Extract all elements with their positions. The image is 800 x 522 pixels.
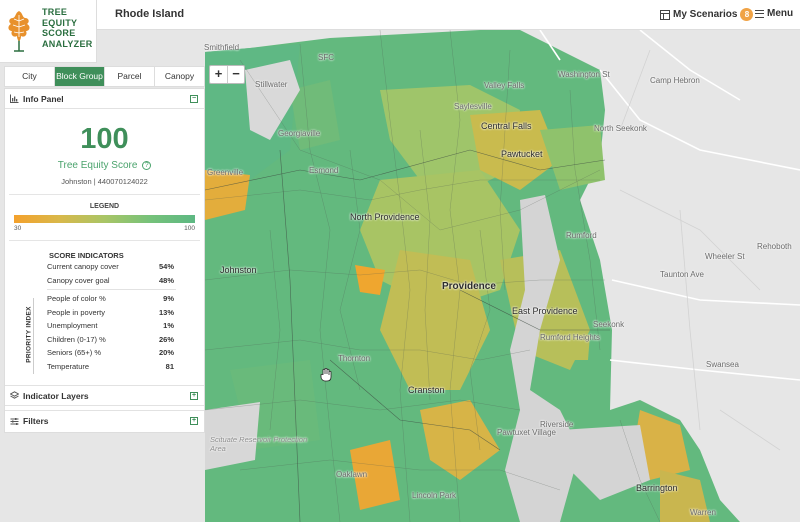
divider xyxy=(9,240,200,241)
label-scituate-reservoir: Scituate Reservoir Protection Area xyxy=(210,435,308,453)
label-north-seekonk: North Seekonk xyxy=(594,124,647,133)
label-rumford: Rumford xyxy=(566,231,597,240)
indicator-row: Children (0-17) % 26% xyxy=(47,334,174,344)
side-panel: Info Panel − 100 Tree Equity Score ? Joh… xyxy=(4,88,205,433)
label-seekonk: Seekonk xyxy=(593,320,625,329)
info-panel-title: Info Panel xyxy=(23,93,64,104)
label-valley-falls: Valley Falls xyxy=(484,81,525,90)
label-greenville: Greenville xyxy=(207,168,244,177)
label-rehoboth: Rehoboth xyxy=(757,242,792,251)
my-scenarios-button[interactable]: My Scenarios 8 xyxy=(660,8,754,21)
score-indicators-title: SCORE INDICATORS xyxy=(49,251,124,260)
legend-range: 30 100 xyxy=(14,225,195,232)
oak-leaf-icon xyxy=(8,11,30,52)
sliders-icon xyxy=(10,417,19,425)
label-taunton-ave: Taunton Ave xyxy=(660,270,704,279)
label-barrington: Barrington xyxy=(636,483,678,493)
label-sfc: SFC xyxy=(318,53,334,62)
legend-min: 30 xyxy=(14,225,22,232)
indicator-row: Seniors (65+) % 20% xyxy=(47,348,174,357)
label-providence: Providence xyxy=(442,281,496,292)
indicator-row: Current canopy cover 54% xyxy=(47,262,174,271)
layers-icon xyxy=(10,391,19,399)
menu-label: Menu xyxy=(767,8,794,19)
chart-icon xyxy=(10,94,19,103)
indicator-row: Temperature 81 xyxy=(47,361,174,371)
block-group-location: Johnston | 440070124022 xyxy=(61,177,148,186)
filters-section: Filters + xyxy=(5,410,204,431)
indicator-row: Unemployment 1% xyxy=(47,321,174,330)
label-central-falls: Central Falls xyxy=(481,121,532,131)
region-title: Rhode Island xyxy=(115,8,185,20)
indicator-row: Canopy cover goal 48% xyxy=(47,275,174,285)
label-washington-st: Washington St xyxy=(558,70,610,79)
legend-max: 100 xyxy=(184,225,195,232)
hand-cursor-icon xyxy=(320,368,332,382)
indicator-row: People of color % 9% xyxy=(47,294,174,303)
indicator-layers-expand-icon[interactable]: + xyxy=(190,392,198,400)
geography-tabs: City Block Group Parcel Canopy xyxy=(4,66,205,87)
menu-button[interactable]: Menu xyxy=(755,8,793,19)
label-riverside: Riverside xyxy=(540,420,574,429)
legend-gradient-bar xyxy=(14,215,195,223)
label-saylesville: Saylesville xyxy=(454,102,492,111)
zoom-control: + − xyxy=(209,65,245,84)
label-camp-hebron: Camp Hebron xyxy=(650,76,700,85)
tab-parcel[interactable]: Parcel xyxy=(105,67,155,86)
app-header: Rhode Island My Scenarios 8 Menu xyxy=(0,0,800,30)
label-wheeler-st: Wheeler St xyxy=(705,252,745,261)
label-esmond: Esmond xyxy=(309,166,339,175)
label-warren: Warren xyxy=(690,508,716,517)
label-stillwater: Stillwater xyxy=(255,80,288,89)
scenarios-count-badge: 8 xyxy=(740,8,754,21)
hamburger-icon xyxy=(755,9,764,18)
indicator-layers-section: Indicator Layers + xyxy=(5,385,204,406)
label-north-providence: North Providence xyxy=(350,212,420,222)
label-east-providence: East Providence xyxy=(512,306,578,316)
label-cranston: Cranston xyxy=(408,385,445,395)
label-thornton: Thornton xyxy=(338,354,371,363)
indicator-layers-title: Indicator Layers xyxy=(23,390,89,401)
label-swansea: Swansea xyxy=(706,360,739,369)
label-pawtuxet-village: Pawtuxet Village xyxy=(497,428,556,437)
legend-title: LEGEND xyxy=(89,203,120,210)
app-logo[interactable]: TREE EQUITY SCORE ANALYZER xyxy=(0,0,97,63)
tab-city[interactable]: City xyxy=(5,67,55,86)
label-lincoln-park: Lincoln Park xyxy=(412,491,457,500)
priority-index-label: PRIORITY INDEX xyxy=(24,296,34,376)
zoom-out-button[interactable]: − xyxy=(227,66,244,83)
tree-equity-score-value: 100 xyxy=(80,123,129,155)
label-oaklawn: Oaklawn xyxy=(336,470,368,479)
label-georgiaville: Georgiaville xyxy=(278,129,321,138)
help-icon[interactable]: ? xyxy=(142,161,152,170)
info-panel-header[interactable]: Info Panel − xyxy=(5,89,204,109)
filters-title: Filters xyxy=(23,416,49,426)
tab-block-group[interactable]: Block Group xyxy=(55,67,105,86)
label-smithfield: Smithfield xyxy=(204,43,240,52)
tab-canopy[interactable]: Canopy xyxy=(164,71,195,81)
scenarios-icon xyxy=(660,9,670,20)
filters-header[interactable]: Filters + xyxy=(5,411,204,431)
divider xyxy=(9,194,200,195)
filters-expand-icon[interactable]: + xyxy=(190,417,198,425)
tree-equity-score-label: Tree Equity Score ? xyxy=(5,160,204,171)
zoom-in-button[interactable]: + xyxy=(214,66,223,81)
label-johnston: Johnston xyxy=(220,265,257,275)
label-pawtucket: Pawtucket xyxy=(501,149,543,159)
indicator-row: People in poverty 13% xyxy=(47,307,174,317)
label-rumford-heights: Rumford Heights xyxy=(540,333,601,342)
info-panel-collapse-icon[interactable]: − xyxy=(190,95,198,103)
indicator-layers-header[interactable]: Indicator Layers + xyxy=(5,386,204,406)
divider xyxy=(47,289,176,290)
scenarios-label: My Scenarios xyxy=(673,9,738,20)
logo-text: TREE EQUITY SCORE ANALYZER xyxy=(42,7,93,49)
